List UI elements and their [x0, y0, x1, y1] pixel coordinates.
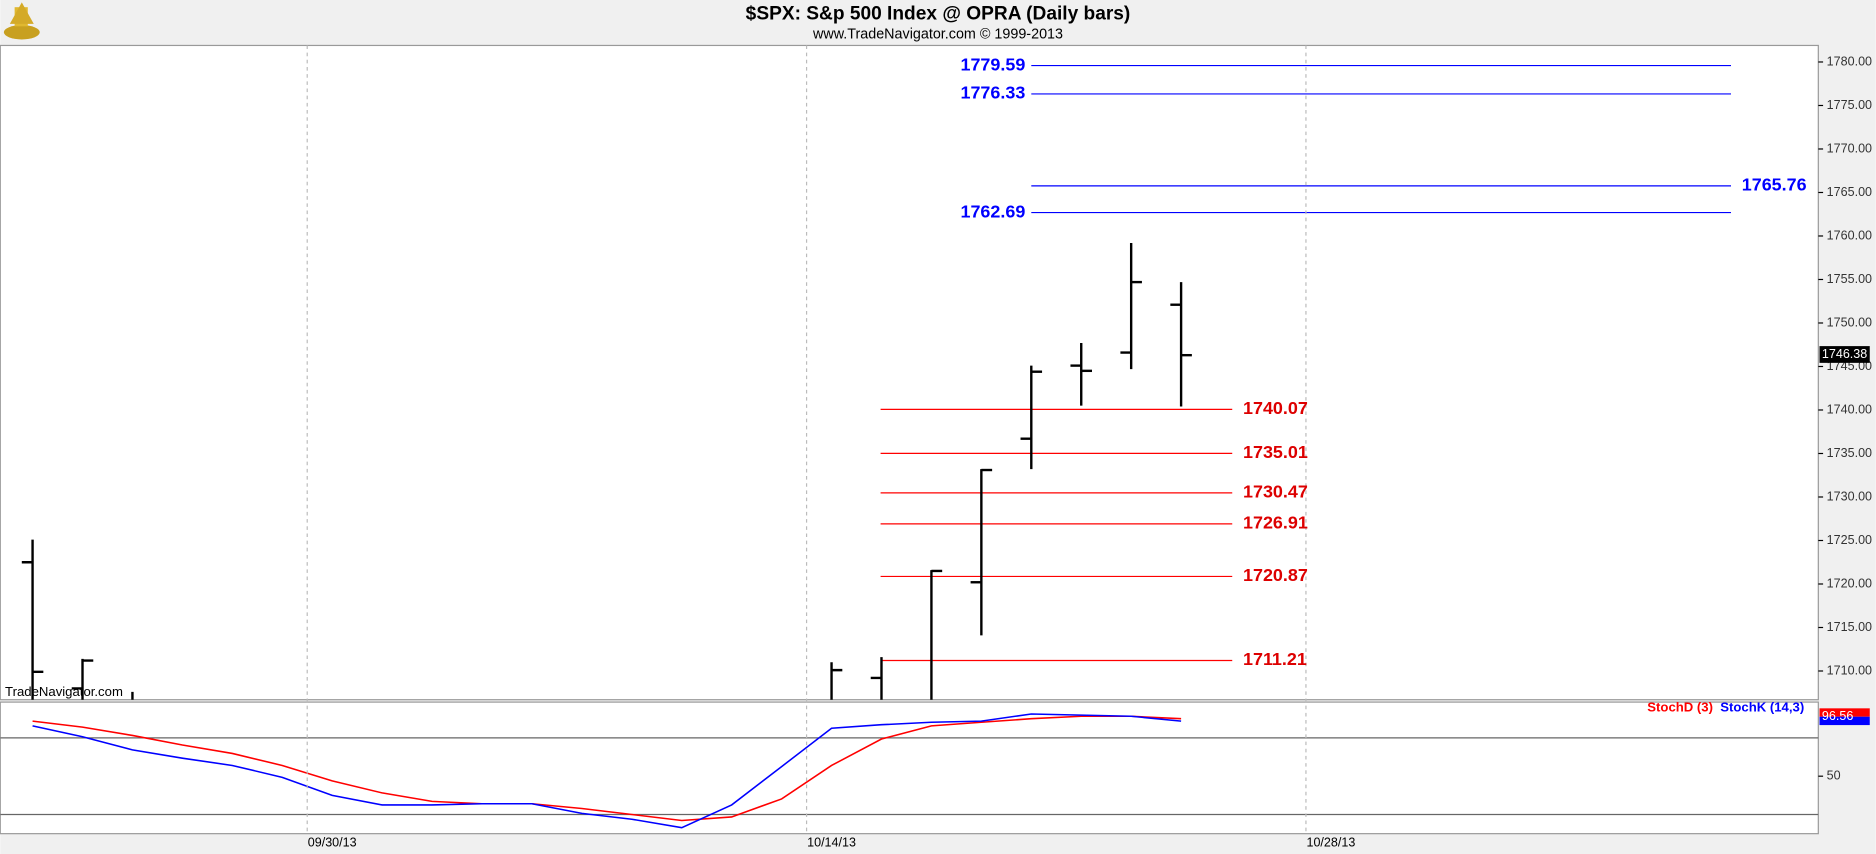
y-tick-label: 50	[1827, 768, 1841, 782]
y-tick-label: 1720.00	[1827, 576, 1872, 590]
level-label: 1720.87	[1243, 565, 1308, 585]
x-tick-label: 10/14/13	[807, 836, 856, 850]
x-tick-label: 10/28/13	[1306, 836, 1355, 850]
last-price-label: 1746.38	[1822, 347, 1867, 361]
y-tick-label: 1750.00	[1827, 315, 1872, 329]
level-label: 1765.76	[1742, 175, 1807, 195]
y-tick-label: 1775.00	[1827, 98, 1872, 112]
last-value-box	[1819, 716, 1870, 726]
overlay: 09/30/13 10/14/13 10/28/13 1710.00 1715.00 17…	[306, 45, 1872, 850]
level-label: 1730.47	[1243, 482, 1308, 502]
y-tick-label: 1770.00	[1827, 141, 1872, 155]
level-label: 1711.21	[1243, 649, 1307, 669]
stoch-plot	[0, 713, 1819, 829]
level-label: 1740.07	[1243, 398, 1308, 418]
chart-subtitle: www.TradeNavigator.com © 1999-2013	[812, 26, 1063, 42]
y-tick-label: 1715.00	[1827, 620, 1872, 634]
level-label: 1726.91	[1243, 513, 1308, 533]
y-tick-label: 1725.00	[1827, 533, 1872, 547]
price-panel	[0, 44, 1819, 701]
legend-entry: StochK (14,3)	[1720, 700, 1804, 715]
y-tick-label: 1760.00	[1827, 228, 1872, 242]
y-tick-label: 1765.00	[1827, 185, 1872, 199]
y-tick-label: 1740.00	[1827, 402, 1872, 416]
level-label: 1762.69	[960, 201, 1025, 221]
level-label: 1776.33	[960, 83, 1025, 103]
last-value-label: 96.56	[1822, 709, 1853, 723]
chart-title: $SPX: S&p 500 Index @ OPRA (Daily bars)	[746, 3, 1131, 24]
logo	[3, 2, 40, 40]
price-plot	[21, 64, 1731, 700]
last-value-box	[1819, 708, 1870, 717]
stoch-line	[32, 713, 1182, 829]
y-tick-label: 1780.00	[1827, 54, 1872, 68]
y-tick-label: 1710.00	[1827, 663, 1872, 677]
y-tick-label: 1735.00	[1827, 446, 1872, 460]
level-label: 1779.59	[960, 54, 1025, 74]
level-label: 1735.01	[1243, 442, 1308, 462]
y-tick-label: 1755.00	[1827, 272, 1872, 286]
y-tick-label: 1730.00	[1827, 489, 1872, 503]
x-tick-label: 09/30/13	[308, 836, 357, 850]
legend-entry: StochD (3)	[1647, 700, 1713, 715]
last-price-box	[1819, 346, 1870, 363]
watermark: TradeNavigator.com	[5, 684, 123, 699]
stoch-line	[32, 715, 1182, 822]
